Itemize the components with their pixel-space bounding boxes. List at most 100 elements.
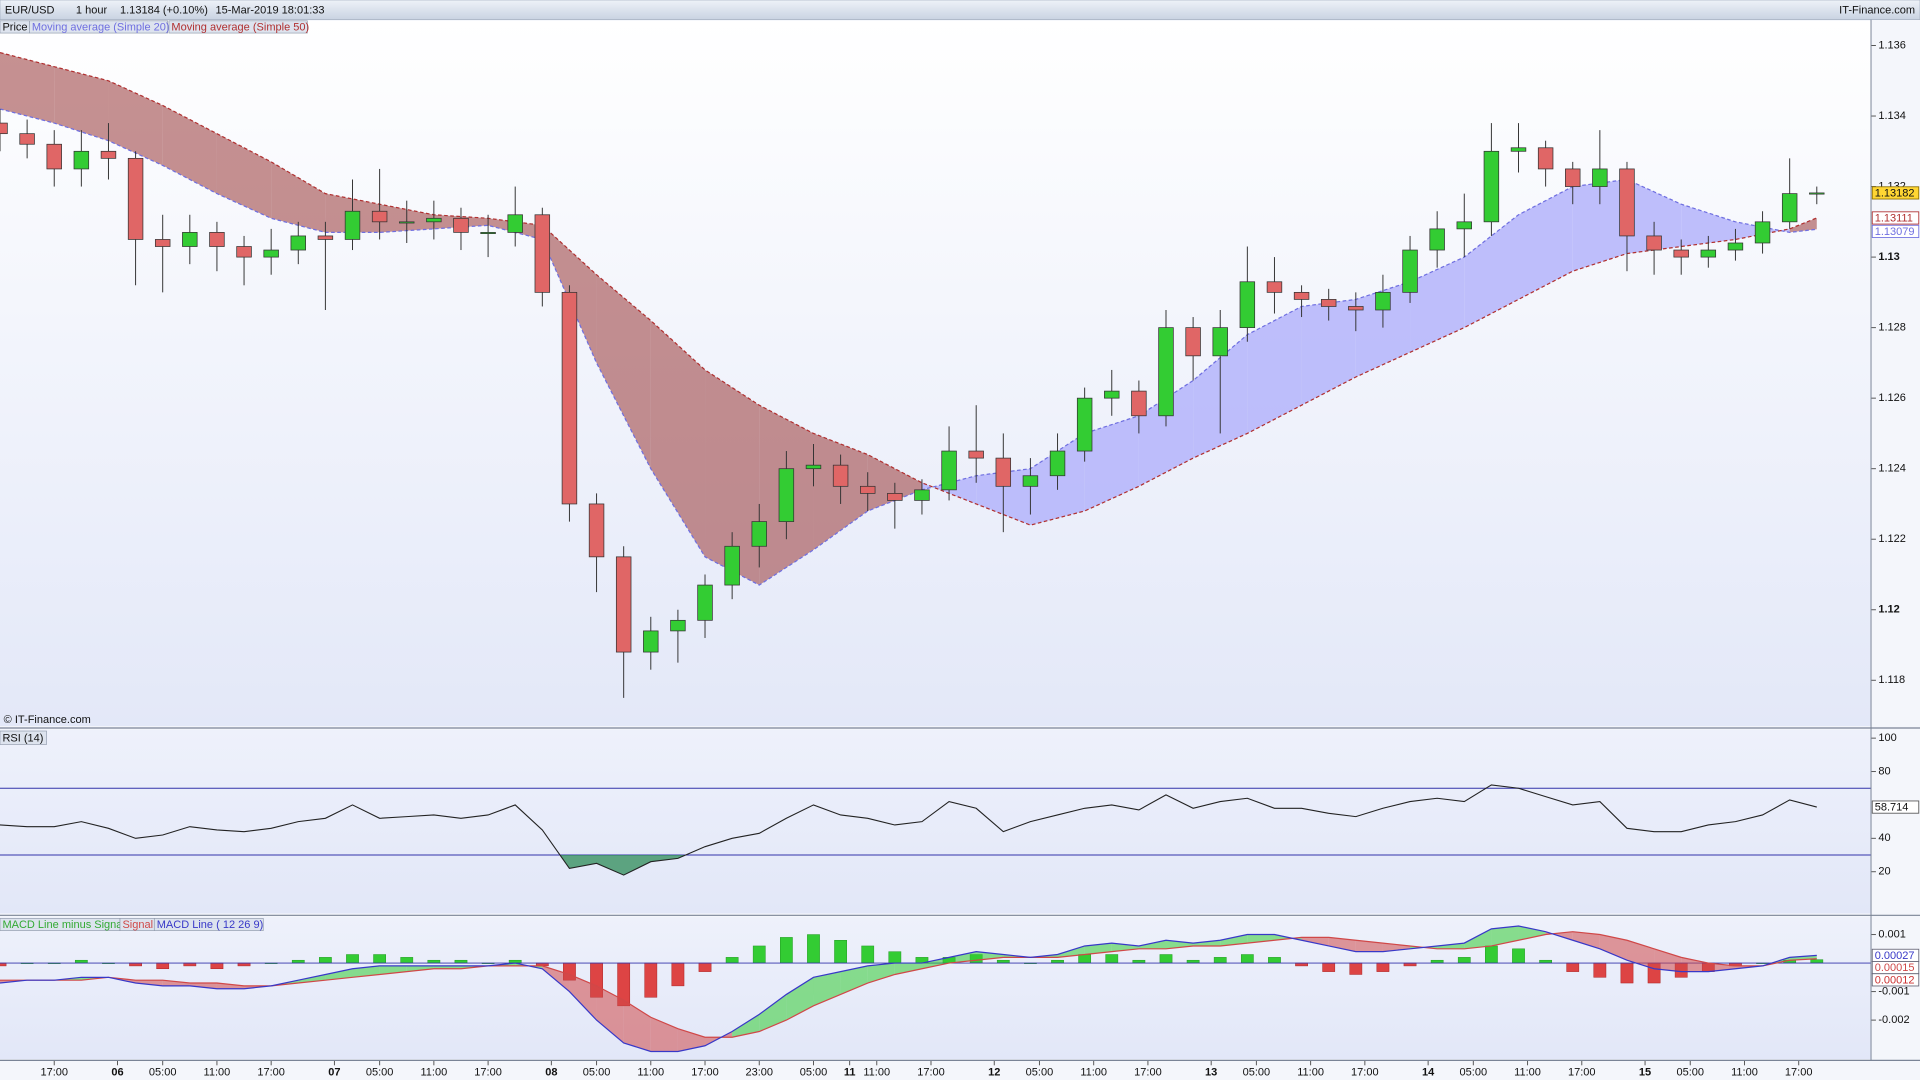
y-tick-label: -0.002 (1878, 1014, 1909, 1026)
x-tick-label: 11 (844, 1067, 856, 1079)
macd-band (298, 974, 326, 984)
candle-body (914, 489, 930, 501)
x-tick-label: 05:00 (800, 1067, 828, 1079)
histogram-bar (1593, 962, 1607, 978)
candle-body (236, 246, 252, 258)
histogram-bar (671, 962, 685, 987)
candle-body (182, 232, 198, 247)
macd-band (1437, 943, 1465, 949)
legend-macd: MACD Line ( 12 26 9) (157, 919, 264, 931)
candle-body (507, 214, 523, 233)
candle-body (832, 464, 849, 487)
macd-band (352, 965, 380, 978)
ma-band (1247, 306, 1302, 434)
legend-price: Price (2, 21, 27, 33)
candle-body (1049, 450, 1066, 477)
macd-band (840, 965, 868, 995)
y-tick-label: 1.126 (1878, 392, 1906, 404)
ma-band (650, 320, 706, 557)
histogram-bar (1105, 954, 1119, 964)
candle-body (1754, 221, 1771, 244)
value-label-box (1871, 186, 1920, 200)
interval: 1 hour (76, 4, 108, 16)
macd-band (325, 968, 353, 981)
histogram-bar (698, 962, 712, 972)
x-tick-label: 23:00 (745, 1067, 773, 1079)
candle-body (588, 503, 605, 558)
y-tick-label: 1.124 (1878, 463, 1906, 475)
candle-body (670, 619, 686, 632)
moving-average-line (0, 51, 1818, 526)
ma-band (1464, 214, 1519, 328)
candle-body (1266, 281, 1283, 293)
macd-band (596, 985, 624, 1043)
value-label-box (1871, 211, 1920, 225)
candle-body (1375, 291, 1391, 311)
histogram-bar (346, 954, 359, 964)
x-tick-label: 17:00 (474, 1067, 502, 1079)
macd-band (569, 974, 597, 1021)
histogram-bar (1349, 962, 1363, 975)
histogram-bar (210, 962, 224, 970)
candle-body (995, 457, 1012, 487)
macd-band (894, 963, 922, 975)
value-label: 58.714 (1875, 802, 1909, 814)
macd-band (921, 957, 950, 969)
histogram-bar (752, 945, 766, 964)
histogram-bar (1240, 954, 1254, 964)
histogram-bar (400, 957, 414, 964)
histogram-bar (1322, 962, 1336, 972)
x-tick-label: 06 (111, 1067, 123, 1079)
macd-band (1681, 957, 1709, 972)
macd-band (1355, 940, 1383, 952)
histogram-bar (1457, 957, 1471, 964)
copyright: © IT-Finance.com (4, 714, 91, 726)
histogram-bar (319, 957, 332, 964)
histogram-bar (644, 962, 658, 998)
ma-band (1410, 257, 1465, 353)
rsi-title: RSI (14) (2, 732, 43, 744)
y-tick-label: 1.12 (1878, 604, 1899, 616)
ma-band (1572, 179, 1627, 272)
candle-body (371, 210, 388, 223)
candle-body (19, 133, 35, 145)
candle-body (100, 150, 117, 159)
candle-body (290, 235, 306, 251)
macd-band (677, 1028, 706, 1052)
candle-body (534, 214, 551, 293)
candle-body (968, 450, 984, 459)
candle-body (1727, 242, 1744, 251)
candle-body (1131, 390, 1147, 417)
value-label-box (1871, 800, 1920, 814)
macd-band (1193, 940, 1221, 946)
histogram-bar (725, 957, 739, 964)
y-tick-label: 1.13 (1878, 251, 1899, 263)
x-tick-label: 17:00 (1785, 1067, 1813, 1079)
value-label: 1.13182 (1875, 187, 1915, 199)
histogram-bar (1566, 962, 1580, 972)
ma-band (1681, 204, 1736, 247)
macd-line (0, 925, 1817, 1053)
y-tick-label: 40 (1878, 832, 1890, 844)
legend-box (29, 20, 169, 34)
candle-body (1781, 193, 1798, 223)
macd-band (135, 980, 163, 986)
x-tick-label: 17:00 (917, 1067, 945, 1079)
source: IT-Finance.com (1839, 4, 1915, 16)
histogram-bar (1512, 948, 1525, 964)
x-tick-label: 07 (328, 1067, 340, 1079)
candle-body (453, 217, 469, 233)
macd-band (406, 965, 434, 972)
legend-histogram: MACD Line minus Signal (2, 919, 124, 931)
y-tick-label: 0.001 (1878, 928, 1906, 940)
candle-body (643, 630, 659, 653)
macd-band (1654, 948, 1682, 972)
candle-body (209, 232, 225, 247)
y-tick-label: 100 (1878, 732, 1896, 744)
ma-band (1355, 281, 1411, 377)
macd-band (1301, 937, 1329, 946)
histogram-bar (1810, 959, 1824, 964)
candle-body (805, 464, 822, 470)
macd-band (1626, 940, 1655, 969)
ma-band (1084, 415, 1139, 512)
